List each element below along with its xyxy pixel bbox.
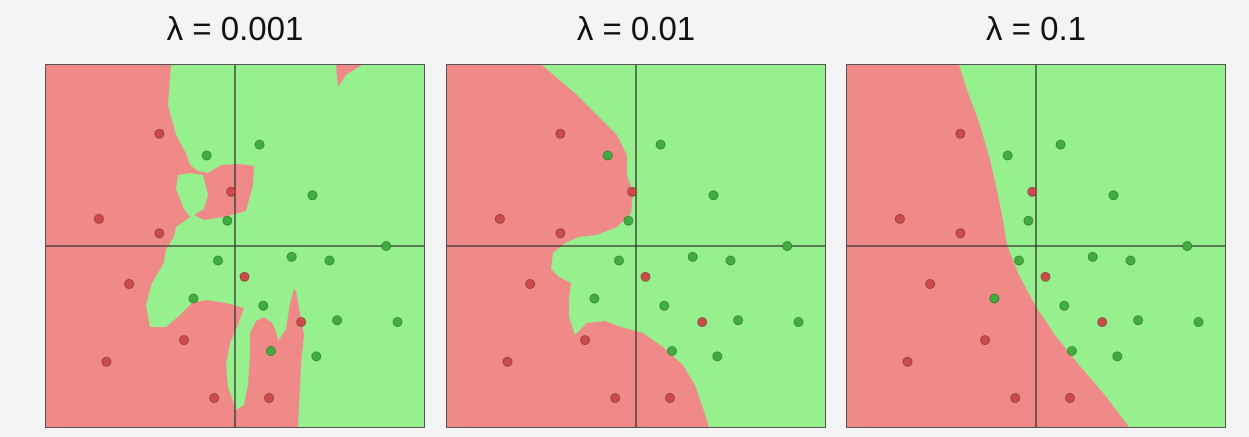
green-point-13 [265, 345, 276, 356]
green-point-10 [1059, 300, 1070, 311]
green-point-3 [623, 215, 634, 226]
panel-2-title: λ = 0.01 [576, 10, 696, 47]
green-point-3 [1023, 215, 1034, 226]
red-point-8 [101, 356, 112, 367]
red-point-5 [124, 278, 135, 289]
red-point-2 [494, 213, 505, 224]
red-point-10 [697, 316, 708, 327]
red-point-10 [1097, 316, 1108, 327]
green-point-5 [613, 255, 624, 266]
green-point-10 [659, 300, 670, 311]
red-point-8 [502, 356, 513, 367]
red-point-4 [226, 186, 237, 197]
panel-3-plot [846, 64, 1226, 428]
red-point-6 [1040, 271, 1051, 282]
green-point-2 [655, 139, 666, 150]
red-point-1 [555, 128, 566, 139]
green-point-12 [1193, 316, 1204, 327]
green-point-4 [708, 190, 719, 201]
red-point-3 [555, 228, 566, 239]
red-point-6 [640, 271, 651, 282]
red-point-11 [664, 392, 675, 403]
red-point-6 [239, 271, 250, 282]
panel-3-svg [847, 65, 1225, 427]
green-point-12 [793, 316, 804, 327]
red-point-4 [627, 186, 638, 197]
panel-2-plot [446, 64, 826, 428]
green-point-4 [307, 190, 318, 201]
green-point-9 [989, 293, 1000, 304]
red-point-11 [1064, 392, 1075, 403]
green-point-7 [1125, 255, 1136, 266]
green-point-13 [1066, 345, 1077, 356]
green-point-9 [188, 293, 199, 304]
panel-1-plot [45, 64, 425, 428]
red-point-1 [154, 128, 165, 139]
green-point-1 [1002, 150, 1013, 161]
green-point-11 [332, 315, 343, 326]
green-point-4 [1108, 190, 1119, 201]
green-point-8 [1182, 240, 1193, 251]
red-point-7 [979, 335, 990, 346]
red-point-8 [902, 356, 913, 367]
red-point-3 [955, 228, 966, 239]
green-point-11 [733, 315, 744, 326]
red-point-7 [579, 335, 590, 346]
red-point-1 [955, 128, 966, 139]
green-point-9 [589, 293, 600, 304]
red-point-7 [178, 335, 189, 346]
green-point-1 [201, 150, 212, 161]
red-point-9 [209, 392, 220, 403]
panel-1-svg [46, 65, 424, 427]
red-point-3 [154, 228, 165, 239]
green-point-2 [254, 139, 265, 150]
green-point-5 [212, 255, 223, 266]
red-point-5 [925, 278, 936, 289]
green-point-8 [381, 240, 392, 251]
panel-3-title: λ = 0.1 [986, 10, 1086, 47]
green-point-14 [1112, 351, 1123, 362]
green-point-2 [1055, 139, 1066, 150]
green-point-6 [1087, 251, 1098, 262]
green-point-11 [1133, 315, 1144, 326]
red-point-2 [894, 213, 905, 224]
green-point-12 [392, 316, 403, 327]
red-point-2 [93, 213, 104, 224]
panel-1-title: λ = 0.001 [166, 10, 304, 47]
green-point-1 [602, 150, 613, 161]
red-point-10 [296, 316, 307, 327]
green-point-14 [712, 351, 723, 362]
green-point-5 [1013, 255, 1024, 266]
panel-2-svg [447, 65, 825, 427]
green-point-10 [258, 300, 269, 311]
green-point-14 [311, 351, 322, 362]
red-point-9 [610, 392, 621, 403]
red-point-4 [1027, 186, 1038, 197]
green-point-7 [324, 255, 335, 266]
red-point-5 [525, 278, 536, 289]
green-point-8 [782, 240, 793, 251]
green-point-13 [666, 345, 677, 356]
red-point-9 [1010, 392, 1021, 403]
green-point-6 [286, 251, 297, 262]
green-point-3 [222, 215, 233, 226]
green-point-7 [725, 255, 736, 266]
red-point-11 [263, 392, 274, 403]
green-point-6 [687, 251, 698, 262]
